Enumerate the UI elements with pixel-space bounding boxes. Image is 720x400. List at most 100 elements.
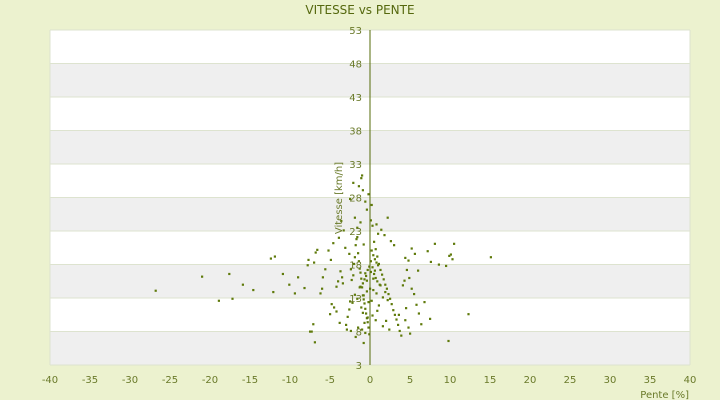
data-point (377, 304, 380, 307)
data-point (341, 282, 344, 285)
data-point (373, 272, 376, 276)
x-tick-label: -35 (82, 375, 98, 386)
data-point (374, 319, 377, 322)
data-point (365, 208, 368, 211)
data-point (365, 279, 368, 282)
data-point (388, 328, 391, 331)
data-point (309, 330, 312, 333)
data-point (349, 268, 352, 271)
x-tick-label: -30 (122, 375, 138, 386)
data-point (307, 258, 310, 262)
data-point (365, 290, 368, 293)
data-point (376, 309, 379, 312)
data-point (453, 242, 456, 245)
data-point (339, 270, 342, 273)
data-point (353, 256, 356, 259)
data-point (376, 280, 379, 283)
data-point (447, 339, 450, 343)
data-point (345, 328, 348, 331)
data-point (352, 274, 355, 277)
data-point (359, 221, 362, 224)
x-tick-label: 15 (484, 375, 497, 386)
data-point (321, 287, 324, 290)
data-point (389, 240, 392, 243)
data-point (386, 216, 389, 219)
data-point (367, 193, 370, 196)
data-point (354, 244, 357, 247)
data-point (288, 283, 291, 286)
data-point (370, 249, 373, 252)
data-point (360, 177, 363, 180)
data-point (375, 292, 378, 295)
data-point (403, 279, 406, 282)
x-tick-label: 0 (367, 375, 373, 386)
data-point (445, 264, 448, 268)
data-point (361, 282, 364, 285)
data-point (373, 240, 376, 243)
data-point (405, 268, 408, 272)
data-point (429, 260, 432, 264)
data-point (350, 278, 353, 282)
data-point (369, 219, 372, 222)
data-point (361, 328, 364, 331)
data-point (426, 250, 429, 253)
data-point (367, 301, 370, 304)
data-point (330, 303, 333, 306)
data-point (324, 268, 327, 271)
data-point (361, 286, 364, 289)
data-point (379, 268, 382, 272)
data-point (467, 313, 470, 316)
data-point (217, 299, 220, 302)
data-point (370, 203, 373, 207)
data-point (405, 307, 408, 310)
data-point (356, 236, 359, 239)
x-tick-label: 30 (604, 375, 617, 386)
data-point (303, 286, 306, 290)
data-point (241, 283, 244, 286)
data-point (377, 262, 380, 266)
data-point (451, 258, 454, 261)
x-tick-label: -20 (202, 375, 218, 386)
data-point (293, 292, 296, 295)
data-point (353, 293, 356, 296)
data-point (313, 341, 316, 344)
data-point (335, 310, 338, 313)
data-point (410, 287, 413, 290)
data-point (355, 238, 358, 241)
x-tick-label: -15 (242, 375, 258, 386)
data-point (337, 280, 340, 283)
data-point (384, 283, 387, 286)
data-point (413, 252, 416, 255)
data-point (359, 271, 362, 274)
data-point (382, 278, 385, 281)
data-point (269, 257, 272, 260)
data-point (319, 292, 322, 295)
data-point (376, 255, 379, 258)
data-point (358, 286, 361, 289)
data-point (489, 256, 492, 259)
data-point (373, 258, 376, 261)
data-point (252, 288, 255, 292)
data-point (356, 226, 359, 229)
data-point (410, 247, 413, 250)
y-tick-label: 13 (349, 294, 362, 305)
y-tick-label: 23 (349, 227, 362, 238)
data-point (364, 307, 367, 310)
data-point (420, 323, 423, 326)
data-point (327, 249, 330, 252)
data-point (366, 268, 369, 272)
data-point (417, 312, 420, 315)
data-point (366, 321, 369, 324)
data-point (335, 285, 338, 288)
data-point (380, 228, 383, 231)
data-point (404, 319, 407, 322)
data-point (367, 326, 370, 329)
data-point (370, 299, 373, 302)
data-point (357, 260, 360, 263)
data-point (337, 236, 340, 239)
data-point (368, 265, 371, 268)
data-point (353, 216, 356, 219)
data-point (366, 316, 369, 319)
data-point (433, 242, 436, 245)
